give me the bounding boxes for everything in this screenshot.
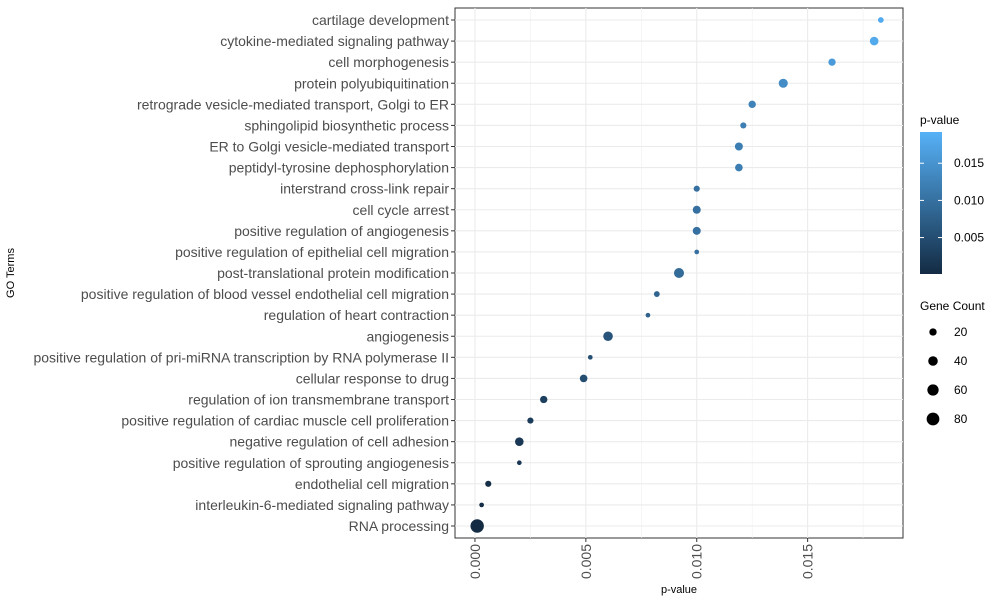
size-legend: Gene Count 20 40 60 80 <box>920 299 985 426</box>
y-tick-label: retrograde vesicle-mediated transport, G… <box>137 96 449 112</box>
data-point <box>527 417 534 424</box>
size-legend-label: 80 <box>954 412 968 426</box>
x-axis-tick-labels: 0.000 0.005 0.010 0.015 <box>467 538 816 579</box>
x-tick-label: 0.005 <box>578 544 594 579</box>
y-tick-label: positive regulation of blood vessel endo… <box>81 286 449 302</box>
color-legend-title: p-value <box>920 113 960 127</box>
grid-lines <box>455 8 903 538</box>
y-tick-label: negative regulation of cell adhesion <box>230 434 450 450</box>
y-tick-label: positive regulation of pri-miRNA transcr… <box>33 349 449 365</box>
data-point <box>603 331 613 342</box>
size-legend-key <box>926 412 940 426</box>
data-point <box>645 312 651 318</box>
data-point <box>579 374 588 383</box>
y-tick-label: ER to Golgi vesicle-mediated transport <box>209 139 449 155</box>
y-tick-label: peptidyl-tyrosine dephosphorylation <box>229 160 449 176</box>
y-tick-label: sphingolipid biosynthetic process <box>244 117 449 133</box>
size-legend-key <box>927 384 939 396</box>
size-legend-label: 40 <box>954 354 968 368</box>
data-point <box>540 395 548 404</box>
y-tick-label: interleukin-6-mediated signaling pathway <box>195 497 449 513</box>
data-point <box>692 226 701 235</box>
x-tick-label: 0.010 <box>689 544 705 579</box>
y-tick-label: regulation of ion transmembrane transpor… <box>188 392 449 408</box>
y-tick-label: endothelial cell migration <box>295 476 449 492</box>
data-points <box>470 17 884 533</box>
size-legend-label: 20 <box>954 325 968 339</box>
y-tick-label: cytokine-mediated signaling pathway <box>220 33 449 49</box>
color-legend-label: 0.005 <box>954 231 984 245</box>
y-tick-label: positive regulation of sprouting angioge… <box>173 455 449 471</box>
data-point <box>734 142 743 151</box>
x-tick-label: 0.015 <box>800 544 816 579</box>
data-point <box>748 100 756 109</box>
y-tick-label: positive regulation of epithelial cell m… <box>175 244 449 260</box>
y-tick-label: interstrand cross-link repair <box>280 181 449 197</box>
data-point <box>869 36 879 46</box>
y-tick-label: cartilage development <box>312 12 449 28</box>
color-legend: p-value 0.005 0.010 0.015 <box>920 113 984 274</box>
x-tick-label: 0.000 <box>467 544 483 579</box>
color-legend-label: 0.010 <box>954 193 984 207</box>
y-tick-label: positive regulation of angiogenesis <box>234 223 449 239</box>
size-legend-key <box>929 328 937 336</box>
data-point <box>740 122 747 129</box>
data-point <box>516 460 522 466</box>
data-point <box>479 502 484 508</box>
data-point <box>694 249 700 255</box>
data-point <box>693 185 700 192</box>
data-point <box>692 205 701 214</box>
data-point <box>485 480 492 487</box>
data-point <box>515 437 524 446</box>
size-legend-title: Gene Count <box>920 299 985 313</box>
data-point <box>587 354 593 360</box>
data-point <box>735 163 743 172</box>
y-tick-label: RNA processing <box>349 518 449 534</box>
y-tick-label: cell cycle arrest <box>353 202 450 218</box>
y-axis-tick-labels: cartilage development cytokine-mediated s… <box>33 12 455 534</box>
y-tick-label: regulation of heart contraction <box>264 307 449 323</box>
y-tick-label: angiogenesis <box>366 328 449 344</box>
size-legend-label: 60 <box>954 383 968 397</box>
x-axis-title: p-value <box>661 584 697 596</box>
y-tick-label: cell morphogenesis <box>328 54 449 70</box>
data-point <box>470 519 484 533</box>
y-axis-title: GO Terms <box>5 248 17 298</box>
color-legend-bar <box>920 132 942 274</box>
y-tick-label: positive regulation of cardiac muscle ce… <box>121 413 449 429</box>
data-point <box>673 267 685 279</box>
y-tick-label: post-translational protein modification <box>217 265 449 281</box>
y-tick-label: protein polyubiquitination <box>294 75 449 91</box>
y-tick-label: cellular response to drug <box>296 370 449 386</box>
data-point <box>653 291 660 297</box>
size-legend-key <box>928 356 938 366</box>
data-point <box>877 17 884 23</box>
data-point <box>778 78 788 88</box>
data-point <box>828 58 836 66</box>
color-legend-label: 0.015 <box>954 156 984 170</box>
